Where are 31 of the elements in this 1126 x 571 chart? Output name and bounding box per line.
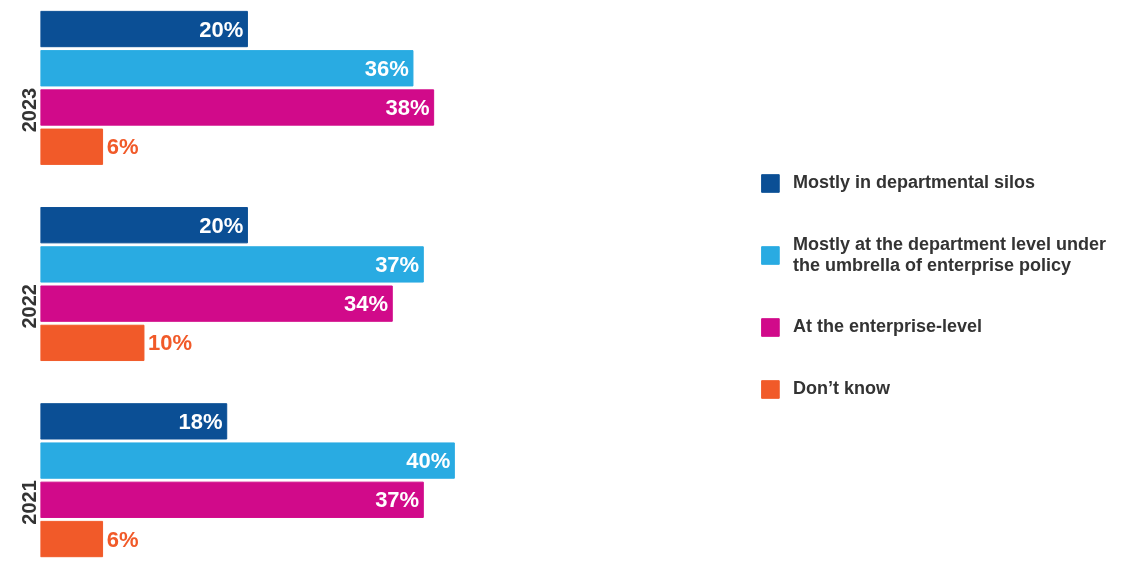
data-label: 37% (375, 487, 420, 513)
bar (40, 442, 455, 479)
legend-label: Mostly at the department level under the umbrella of enterprise policy (792, 233, 1106, 276)
legend-label: Mostly in departmental silos (792, 172, 1035, 193)
bar (40, 285, 393, 322)
data-label: 18% (178, 408, 223, 434)
bar (40, 520, 104, 558)
data-label: 34% (344, 291, 389, 317)
data-label: 20% (199, 212, 244, 238)
bar (40, 50, 414, 87)
data-label: 38% (385, 95, 430, 120)
bar (40, 10, 248, 48)
data-label: 10% (148, 330, 193, 356)
bar (40, 207, 248, 244)
bar (40, 324, 145, 362)
bar (40, 481, 424, 518)
legend-label: At the enterprise-level (792, 316, 982, 337)
legend-label: Don’t know (792, 378, 890, 399)
bar (40, 89, 435, 126)
y-tick-label: 2021 (18, 480, 41, 525)
bar (40, 246, 424, 283)
bar (40, 128, 104, 165)
data-label: 36% (364, 55, 409, 81)
data-label: 6% (106, 134, 139, 160)
data-label: 40% (406, 448, 451, 474)
data-label: 37% (375, 251, 420, 277)
y-tick-label: 2022 (18, 284, 41, 329)
data-label: 6% (106, 526, 139, 552)
data-label: 20% (199, 16, 244, 42)
y-tick-label: 2023 (18, 87, 41, 133)
bar (40, 403, 228, 440)
